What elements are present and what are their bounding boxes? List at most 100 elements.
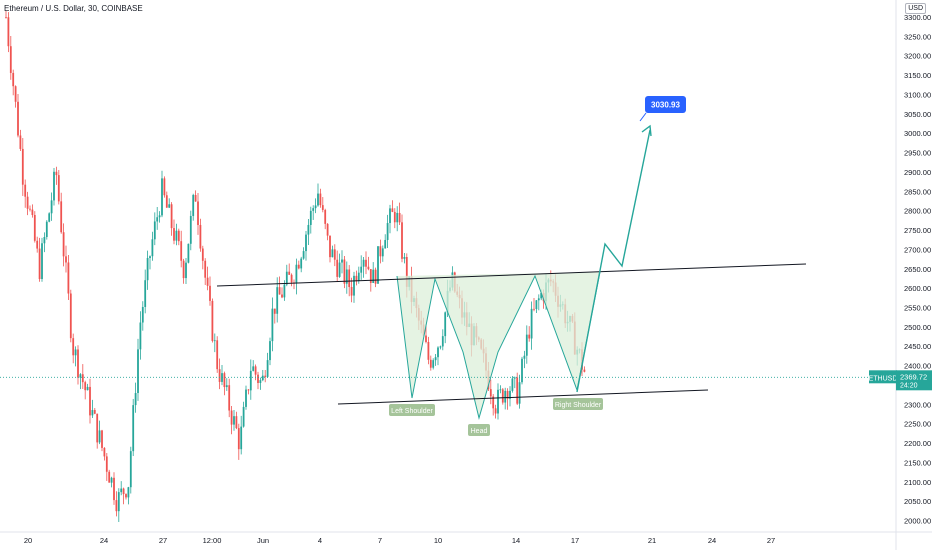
candle-body: [132, 405, 135, 452]
candle-body: [156, 217, 159, 222]
candle-body: [374, 269, 377, 284]
candle-body: [139, 322, 142, 350]
y-tick-label: 2200.00: [904, 439, 931, 448]
candle-body: [187, 243, 190, 263]
candle-body: [492, 396, 495, 409]
candle-body: [525, 334, 528, 356]
pattern-label: Head: [471, 428, 488, 435]
candle-body: [213, 340, 216, 342]
candle-body: [264, 375, 267, 377]
y-tick-label: 2900.00: [904, 168, 931, 177]
candle-body: [233, 416, 235, 425]
pattern-label-box: [468, 424, 490, 436]
candle-body: [497, 389, 499, 414]
candle-body: [432, 360, 435, 368]
y-tick-label: 2300.00: [904, 400, 931, 409]
candle-body: [295, 264, 298, 284]
candle-body: [391, 208, 394, 212]
y-tick-label: 3150.00: [904, 71, 931, 80]
candle-body: [377, 246, 379, 284]
candle-body: [12, 72, 15, 87]
y-tick-label: 2100.00: [904, 478, 931, 487]
candle-body: [137, 349, 139, 394]
candle-body: [153, 221, 156, 240]
candle-body: [252, 366, 255, 371]
candle-body: [245, 389, 247, 407]
candle-body: [242, 406, 245, 427]
y-tick-label: 3300.00: [904, 13, 931, 22]
candle-body: [146, 258, 149, 281]
candle-body: [362, 259, 365, 267]
candle-body: [396, 212, 399, 223]
candle-body: [540, 292, 543, 299]
candle-body: [21, 148, 24, 185]
candle-body: [509, 390, 511, 399]
x-tick-label: 10: [434, 536, 442, 545]
candle-body: [312, 208, 315, 211]
candle-body: [122, 488, 125, 495]
candle-body: [93, 410, 96, 414]
candle-body: [218, 369, 221, 382]
candle-body: [89, 386, 91, 416]
candle-body: [192, 194, 195, 216]
x-tick-label: 4: [318, 536, 322, 545]
symbol-tag-box: [869, 370, 897, 384]
candle-body: [50, 200, 53, 214]
candle-body: [48, 213, 51, 222]
y-tick-label: 3000.00: [904, 129, 931, 138]
candle-body: [189, 215, 192, 244]
candle-body: [518, 382, 521, 404]
candle-body: [355, 275, 358, 282]
candle-body: [84, 382, 87, 391]
candle-body: [57, 175, 60, 202]
candle-body: [343, 259, 346, 284]
y-tick-label: 3200.00: [904, 52, 931, 61]
pattern-outline: [396, 271, 601, 420]
candle-body: [177, 230, 180, 242]
y-tick-label: 2700.00: [904, 245, 931, 254]
candle-body: [199, 224, 202, 249]
candle-body: [290, 274, 293, 283]
candle-body: [168, 204, 171, 208]
candle-body: [86, 386, 89, 391]
candle-body: [9, 46, 12, 73]
candle-body: [43, 236, 46, 244]
candle-body: [170, 204, 173, 229]
candle-body: [379, 246, 382, 257]
candle-body: [360, 266, 363, 273]
candle-body: [386, 223, 389, 240]
candle-body: [105, 456, 108, 472]
y-tick-label: 2450.00: [904, 342, 931, 351]
candle-body: [401, 222, 403, 259]
y-tick-label: 2050.00: [904, 497, 931, 506]
y-tick-label: 2000.00: [904, 517, 931, 526]
candle-body: [249, 370, 252, 391]
candle-body: [235, 416, 238, 429]
candle-body: [197, 201, 199, 225]
candle-body: [516, 377, 519, 404]
candle-body: [441, 336, 444, 347]
candle-body: [103, 447, 106, 457]
candle-body: [77, 349, 79, 378]
candle-body: [314, 205, 317, 209]
last-price-tag: 2369.72: [900, 372, 927, 381]
candle-body: [331, 249, 334, 258]
candle-body: [125, 494, 127, 498]
candle-body: [341, 259, 343, 263]
candle-body: [36, 240, 39, 249]
y-tick-label: 3050.00: [904, 110, 931, 119]
neckline: [216, 263, 807, 287]
candle-body: [530, 308, 533, 339]
candle-body: [17, 101, 19, 136]
candle-body: [384, 239, 387, 249]
candle-body: [513, 377, 516, 379]
candle-body: [285, 271, 288, 285]
candle-body: [158, 215, 161, 218]
candle-body: [79, 374, 82, 378]
pattern-area: [397, 272, 600, 418]
x-tick-label: 17: [571, 536, 579, 545]
y-tick-label: 3250.00: [904, 32, 931, 41]
price-axis: [896, 0, 932, 550]
pattern-label: Left Shoulder: [391, 408, 433, 415]
